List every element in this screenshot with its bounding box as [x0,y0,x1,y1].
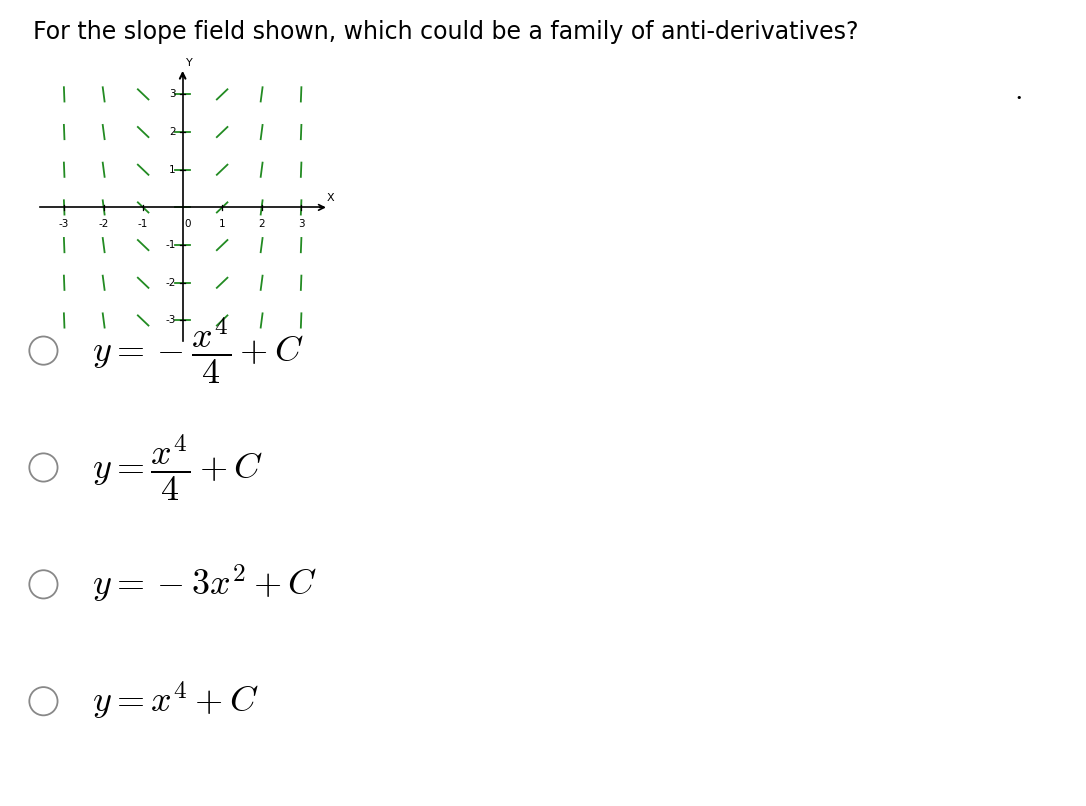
Text: $y = x^4 + C$: $y = x^4 + C$ [92,680,258,722]
Text: 3: 3 [298,219,304,230]
Text: 1: 1 [169,164,176,175]
Text: 3: 3 [169,89,176,99]
Text: -1: -1 [138,219,149,230]
Text: $y = -3x^2 + C$: $y = -3x^2 + C$ [92,563,317,605]
Text: -3: -3 [165,315,176,326]
Text: $y = \dfrac{x^4}{4} + C$: $y = \dfrac{x^4}{4} + C$ [92,432,263,503]
Text: For the slope field shown, which could be a family of anti-derivatives?: For the slope field shown, which could b… [33,20,858,44]
Text: •: • [1015,93,1022,102]
Text: $y = -\dfrac{x^4}{4} + C$: $y = -\dfrac{x^4}{4} + C$ [92,315,304,386]
Text: -1: -1 [165,240,176,250]
Text: X: X [327,193,334,202]
Text: 2: 2 [258,219,265,230]
Text: Y: Y [187,58,193,68]
Text: 0: 0 [185,219,191,230]
Text: 2: 2 [169,127,176,137]
Text: -3: -3 [59,219,70,230]
Text: -2: -2 [165,278,176,288]
Text: -2: -2 [99,219,109,230]
Text: 1: 1 [218,219,226,230]
